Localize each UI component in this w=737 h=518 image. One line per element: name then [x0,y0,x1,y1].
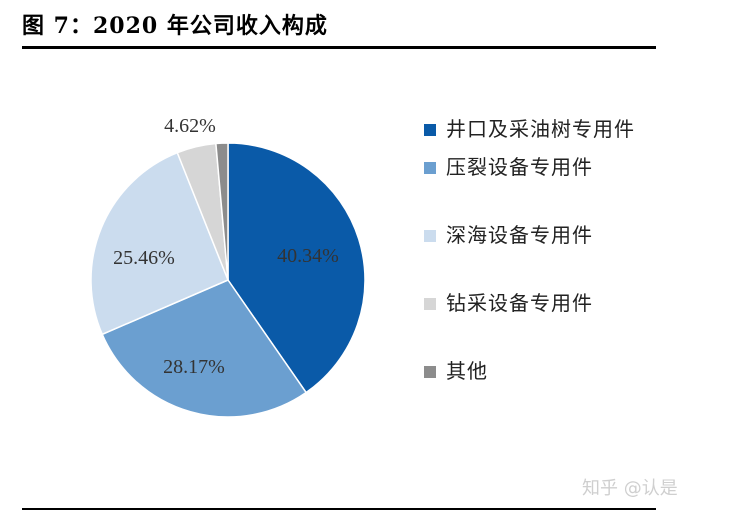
pie-slice-2 [101,279,308,418]
slice-label-1: 40.34% [277,245,339,267]
legend-label-1: 井口及采油树专用件 [446,117,635,141]
legend-label-5: 其他 [446,359,488,383]
slice-label-4: 4.62% [164,115,216,137]
legend-item-2: 压裂设备专用件 [424,152,654,182]
slice-label-3: 25.46% [113,247,175,269]
legend-swatch-2 [424,162,436,174]
legend-swatch-3 [424,230,436,242]
pie-slice-3 [90,151,229,336]
legend-label-4: 钻采设备专用件 [446,291,593,315]
legend-label-2: 压裂设备专用件 [446,155,593,179]
legend-label-3: 深海设备专用件 [446,223,593,247]
bottom-rule [22,508,656,510]
legend-swatch-1 [424,124,436,136]
legend-item-4: 钻采设备专用件 [424,288,654,318]
legend-item-3: 深海设备专用件 [424,220,654,250]
pie-slice-5 [215,142,229,281]
slice-label-2: 28.17% [163,356,225,378]
watermark: 知乎 @认是 [582,478,678,499]
figure-title: 图 7：2020 年公司收入构成 [22,13,328,39]
title-rule [22,46,656,49]
pie-slice-1 [227,142,366,394]
legend-item-1: 井口及采油树专用件 [424,114,654,144]
chart-legend: 井口及采油树专用件 压裂设备专用件 深海设备专用件 钻采设备专用件 其他 [424,114,654,386]
legend-item-5: 其他 [424,356,654,386]
legend-swatch-4 [424,298,436,310]
legend-swatch-5 [424,366,436,378]
